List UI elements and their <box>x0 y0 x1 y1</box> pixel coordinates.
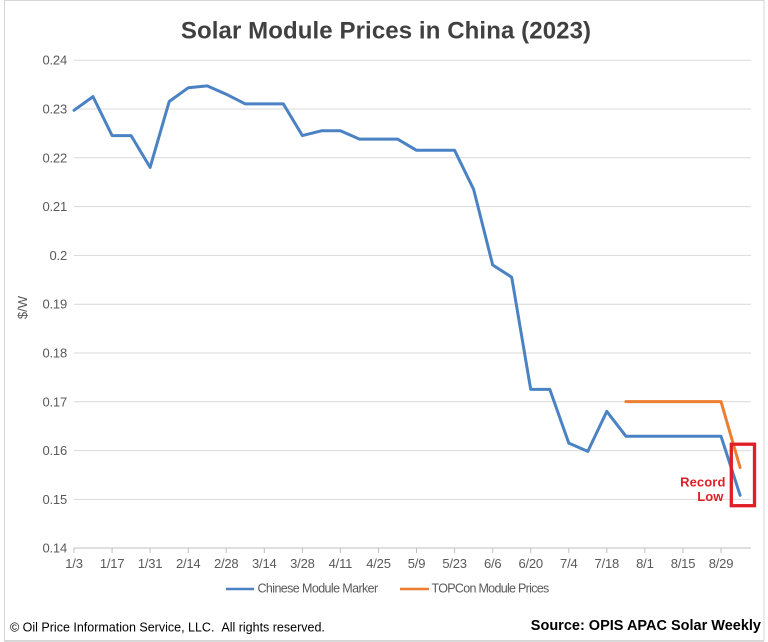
svg-text:4/25: 4/25 <box>366 556 391 571</box>
svg-text:Low: Low <box>697 489 724 504</box>
svg-text:0.16: 0.16 <box>42 443 67 458</box>
svg-text:1/31: 1/31 <box>138 556 163 571</box>
svg-text:3/14: 3/14 <box>252 556 277 571</box>
svg-text:Solar Module Prices in China (: Solar Module Prices in China (2023) <box>181 18 591 45</box>
svg-text:6/20: 6/20 <box>518 556 543 571</box>
svg-text:Source: OPIS APAC Solar Weekly: Source: OPIS APAC Solar Weekly <box>531 618 761 634</box>
svg-text:4/11: 4/11 <box>329 556 353 571</box>
svg-text:TOPCon Module Prices: TOPCon Module Prices <box>432 582 550 596</box>
svg-text:8/29: 8/29 <box>709 556 734 571</box>
svg-text:2/14: 2/14 <box>176 556 201 571</box>
svg-text:8/1: 8/1 <box>636 556 653 571</box>
svg-text:0.21: 0.21 <box>42 199 67 214</box>
svg-text:8/15: 8/15 <box>671 556 696 571</box>
svg-text:0.14: 0.14 <box>42 541 67 556</box>
svg-text:0.17: 0.17 <box>42 394 67 409</box>
svg-text:0.22: 0.22 <box>42 150 67 165</box>
svg-text:5/23: 5/23 <box>442 556 467 571</box>
svg-text:0.23: 0.23 <box>42 102 67 117</box>
svg-text:0.24: 0.24 <box>42 53 67 68</box>
svg-text:1/3: 1/3 <box>65 556 82 571</box>
svg-text:© Oil Price Information Servic: © Oil Price Information Service, LLC. Al… <box>10 621 325 635</box>
svg-text:7/4: 7/4 <box>560 556 577 571</box>
svg-text:0.19: 0.19 <box>42 297 67 312</box>
svg-text:6/6: 6/6 <box>484 556 501 571</box>
svg-text:5/9: 5/9 <box>408 556 425 571</box>
svg-text:Record: Record <box>680 475 725 490</box>
svg-text:$/W: $/W <box>15 295 30 319</box>
svg-text:3/28: 3/28 <box>290 556 315 571</box>
svg-text:1/17: 1/17 <box>100 556 125 571</box>
svg-text:0.15: 0.15 <box>42 492 67 507</box>
svg-text:2/28: 2/28 <box>214 556 239 571</box>
svg-text:7/18: 7/18 <box>595 556 620 571</box>
svg-text:Chinese Module Marker: Chinese Module Marker <box>258 582 379 596</box>
svg-text:0.18: 0.18 <box>42 346 67 361</box>
svg-text:0.2: 0.2 <box>50 248 67 263</box>
